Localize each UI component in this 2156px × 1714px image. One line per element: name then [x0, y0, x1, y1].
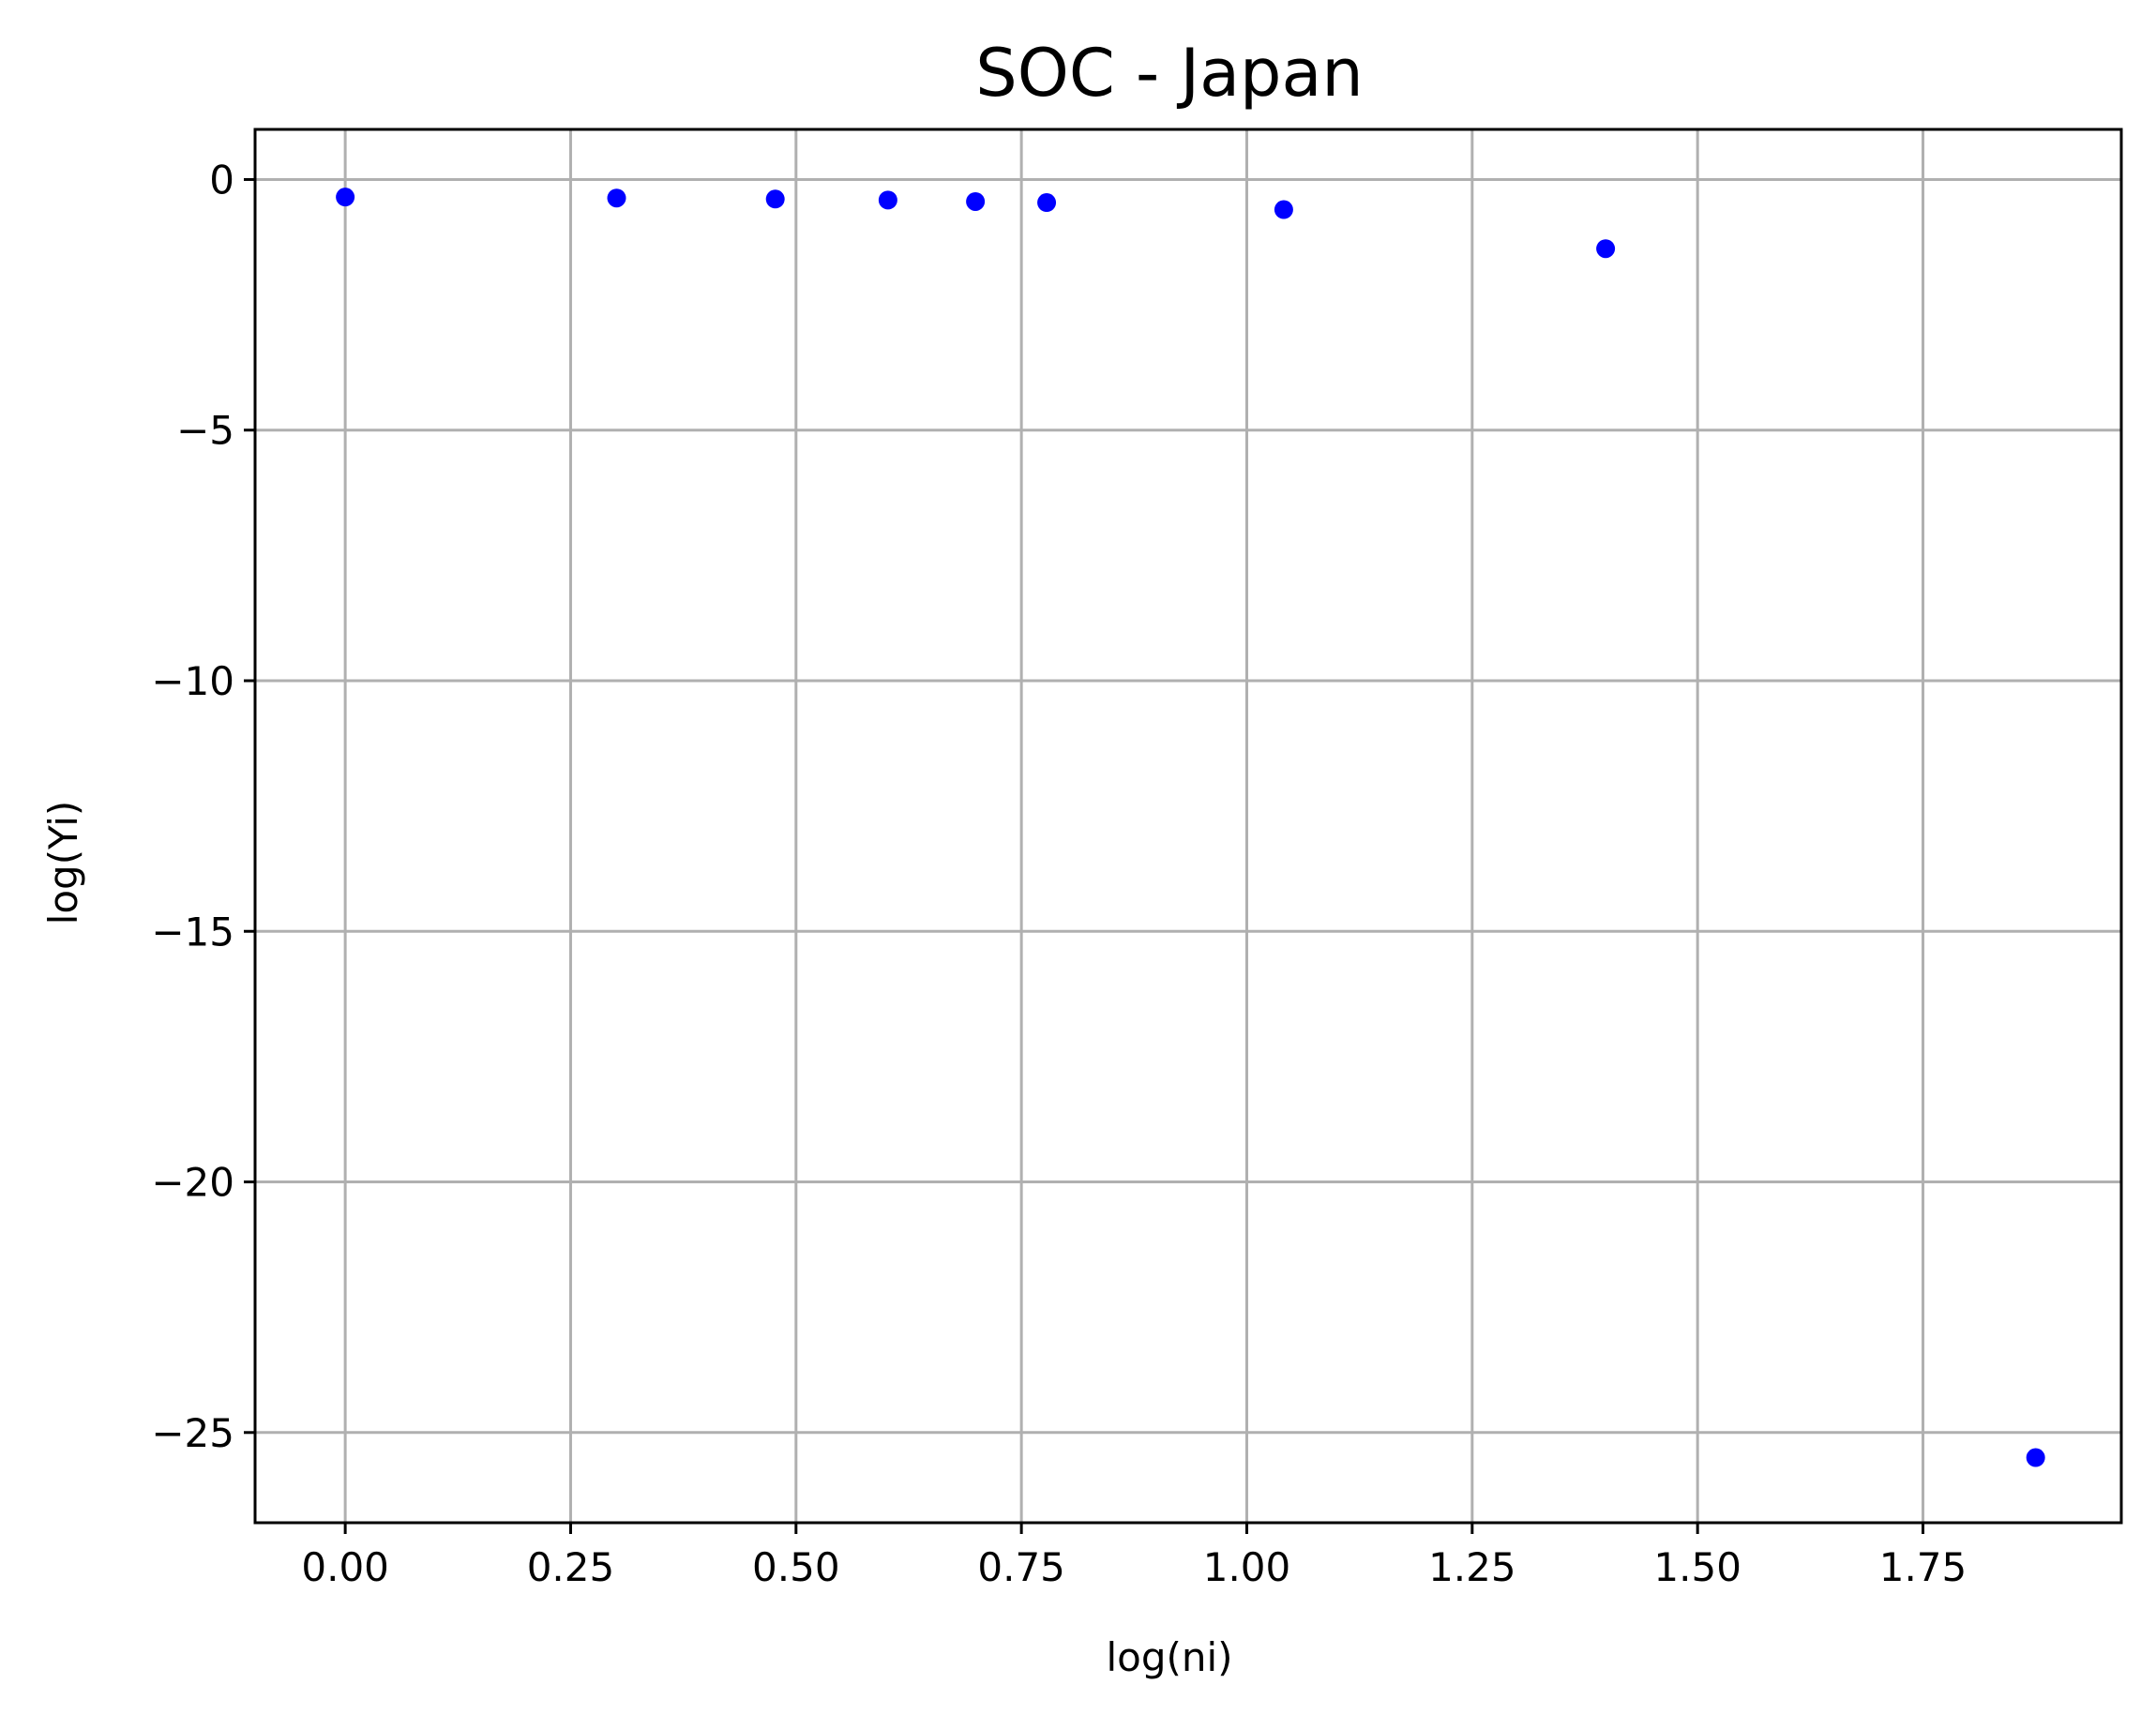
data-points: [336, 188, 2045, 1467]
data-point: [1037, 193, 1057, 213]
data-point: [966, 191, 986, 211]
y-tick-label: −25: [151, 1410, 234, 1456]
x-axis-ticks: 0.00 0.25 0.50 0.75 1.00 1.25 1.50 1.75: [301, 1523, 1967, 1590]
grid-lines: [255, 129, 2121, 1523]
plot-frame: [253, 128, 2123, 1525]
chart-title: SOC - Japan: [975, 35, 1363, 112]
y-tick-label: 0: [209, 157, 234, 203]
data-point: [1274, 200, 1293, 219]
data-point: [2026, 1448, 2045, 1467]
data-point: [765, 189, 785, 209]
y-tick-label: −15: [151, 909, 234, 955]
x-axis-label: log(ni): [1106, 1634, 1232, 1680]
x-tick-label: 1.00: [1203, 1544, 1291, 1590]
y-tick-label: −20: [151, 1160, 234, 1206]
y-axis-label: log(Yi): [40, 801, 86, 925]
y-tick-label: −5: [176, 408, 234, 454]
y-axis-ticks: 0 −5 −10 −15 −20 −25: [151, 157, 255, 1456]
x-tick-label: 1.25: [1428, 1544, 1516, 1590]
y-tick-label: −10: [151, 658, 234, 704]
data-point: [607, 188, 626, 208]
x-tick-label: 0.50: [752, 1544, 840, 1590]
data-point: [1596, 239, 1616, 259]
x-tick-label: 0.75: [977, 1544, 1065, 1590]
data-point: [878, 190, 897, 210]
data-point: [336, 188, 355, 207]
x-tick-label: 1.75: [1879, 1544, 1968, 1590]
x-tick-label: 0.00: [301, 1544, 389, 1590]
x-tick-label: 0.25: [527, 1544, 615, 1590]
x-tick-label: 1.50: [1653, 1544, 1741, 1590]
